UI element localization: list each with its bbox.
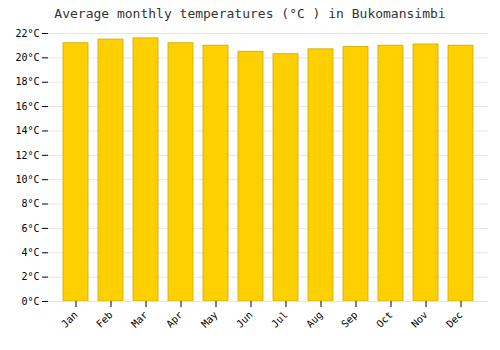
svg-text:18°C: 18°C [15, 76, 39, 87]
svg-text:10°C: 10°C [15, 174, 39, 185]
svg-text:Mar: Mar [129, 309, 150, 330]
svg-text:Jul: Jul [269, 309, 290, 330]
svg-text:22°C: 22°C [15, 28, 39, 39]
svg-text:20°C: 20°C [15, 52, 39, 63]
svg-text:Jan: Jan [59, 309, 80, 330]
svg-text:Aug: Aug [304, 309, 325, 330]
svg-text:Feb: Feb [94, 309, 115, 330]
html-text:Average monthly temperatures (: Average monthly temperatures (°C ) in Bu… [54, 6, 446, 21]
svg-text:6°C: 6°C [21, 223, 39, 234]
svg-text:2°C: 2°C [21, 271, 39, 282]
svg-text:Oct: Oct [374, 309, 395, 330]
svg-text:14°C: 14°C [15, 125, 39, 136]
svg-text:Sep: Sep [339, 309, 360, 330]
svg-text:4°C: 4°C [21, 247, 39, 258]
svg-text:8°C: 8°C [21, 198, 39, 209]
svg-text:Apr: Apr [164, 309, 185, 330]
svg-text:May: May [199, 309, 220, 330]
svg-text:Dec: Dec [444, 309, 465, 330]
svg-text:16°C: 16°C [15, 101, 39, 112]
svg-text:12°C: 12°C [15, 150, 39, 161]
svg-text:0°C: 0°C [21, 296, 39, 307]
svg-text:Jun: Jun [234, 309, 255, 330]
svg-text:Nov: Nov [409, 309, 430, 330]
